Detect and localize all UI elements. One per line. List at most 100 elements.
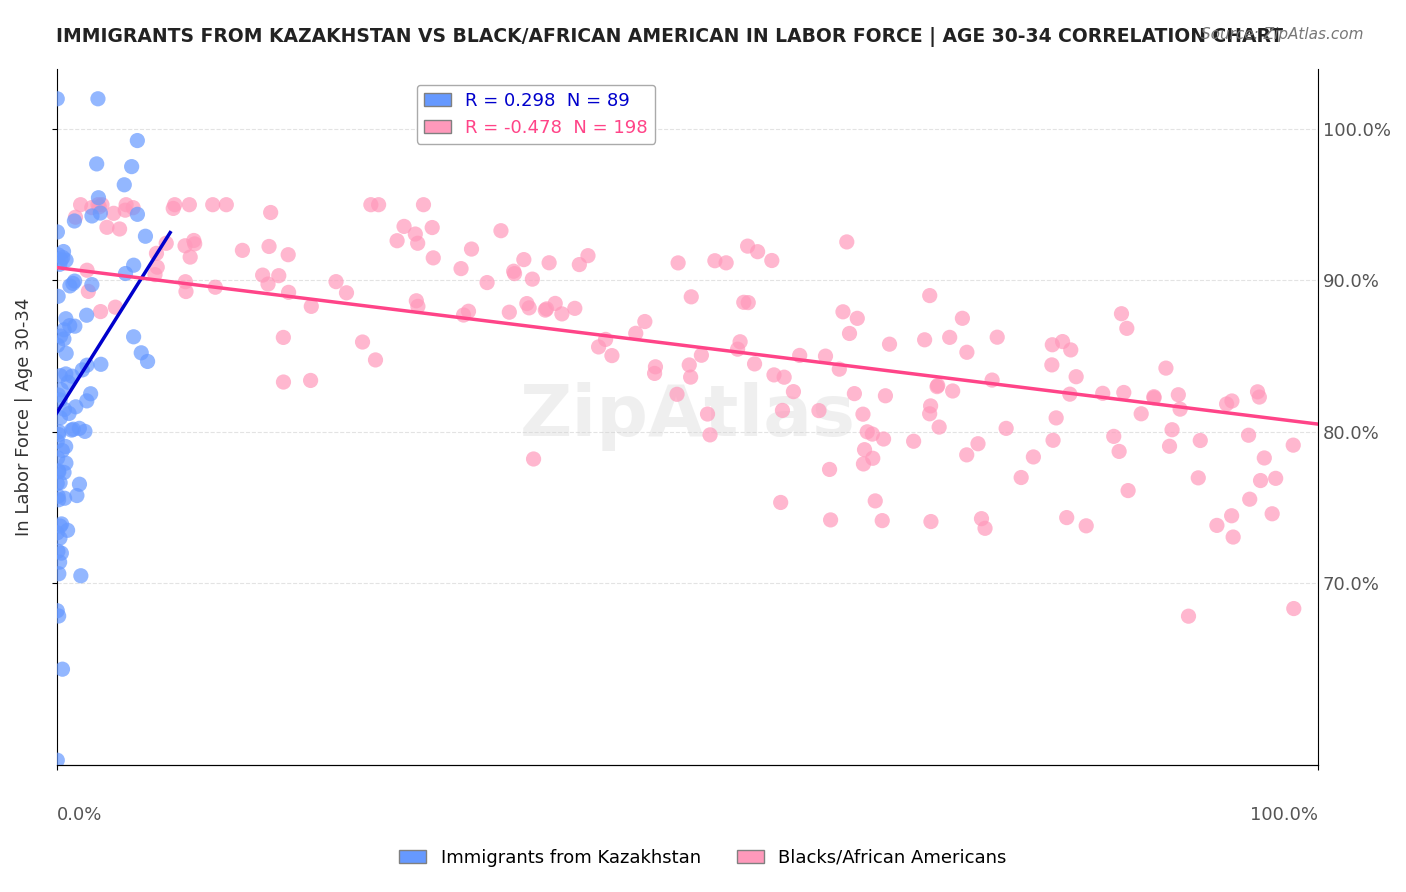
Blacks/African Americans	[87, 197, 110, 211]
Immigrants from Kazakhstan	[63, 214, 86, 228]
Blacks/African Americans	[644, 359, 666, 374]
Blacks/African Americans	[145, 246, 167, 260]
Immigrants from Kazakhstan	[48, 465, 70, 479]
Immigrants from Kazakhstan	[49, 368, 72, 383]
Blacks/African Americans	[364, 353, 387, 368]
Immigrants from Kazakhstan	[48, 427, 70, 442]
Immigrants from Kazakhstan	[52, 244, 75, 259]
Text: 0.0%: 0.0%	[56, 806, 103, 824]
Immigrants from Kazakhstan	[46, 248, 69, 262]
Blacks/African Americans	[1161, 423, 1184, 437]
Blacks/African Americans	[277, 285, 299, 300]
Blacks/African Americans	[1177, 609, 1199, 624]
Blacks/African Americans	[457, 304, 479, 318]
Immigrants from Kazakhstan	[46, 476, 69, 491]
Immigrants from Kazakhstan	[127, 207, 149, 221]
Blacks/African Americans	[475, 276, 498, 290]
Immigrants from Kazakhstan	[48, 425, 70, 439]
Immigrants from Kazakhstan	[49, 519, 72, 533]
Blacks/African Americans	[1040, 337, 1063, 351]
Immigrants from Kazakhstan	[89, 206, 111, 220]
Blacks/African Americans	[1249, 390, 1271, 404]
Blacks/African Americans	[728, 334, 751, 349]
Blacks/African Americans	[1143, 390, 1166, 404]
Immigrants from Kazakhstan	[76, 393, 98, 408]
Blacks/African Americans	[1239, 492, 1261, 507]
Blacks/African Americans	[1112, 385, 1135, 400]
Blacks/African Americans	[853, 442, 876, 457]
Blacks/African Americans	[1022, 450, 1045, 464]
Blacks/African Americans	[405, 293, 427, 308]
Immigrants from Kazakhstan	[51, 383, 73, 397]
Blacks/African Americans	[986, 330, 1008, 344]
Blacks/African Americans	[950, 311, 973, 326]
Blacks/African Americans	[299, 374, 322, 388]
Blacks/African Americans	[96, 220, 118, 235]
Blacks/African Americans	[870, 514, 893, 528]
Blacks/African Americans	[1264, 471, 1286, 485]
Blacks/African Americans	[1168, 402, 1191, 417]
Blacks/African Americans	[846, 311, 869, 326]
Blacks/African Americans	[1116, 483, 1139, 498]
Blacks/African Americans	[174, 285, 197, 299]
Blacks/African Americans	[551, 307, 574, 321]
Immigrants from Kazakhstan	[48, 464, 70, 478]
Immigrants from Kazakhstan	[51, 546, 73, 560]
Blacks/African Americans	[828, 362, 851, 376]
Blacks/African Americans	[277, 248, 299, 262]
Immigrants from Kazakhstan	[87, 191, 110, 205]
Blacks/African Americans	[1250, 474, 1272, 488]
Immigrants from Kazakhstan	[49, 531, 72, 545]
Blacks/African Americans	[453, 308, 475, 322]
Blacks/African Americans	[844, 386, 866, 401]
Blacks/African Americans	[1010, 470, 1032, 484]
Blacks/African Americans	[406, 299, 429, 313]
Blacks/African Americans	[967, 436, 990, 450]
Blacks/African Americans	[600, 349, 623, 363]
Immigrants from Kazakhstan	[63, 319, 86, 334]
Immigrants from Kazakhstan	[53, 323, 76, 337]
Blacks/African Americans	[782, 384, 804, 399]
Immigrants from Kazakhstan	[55, 311, 77, 326]
Immigrants from Kazakhstan	[58, 407, 80, 421]
Blacks/African Americans	[920, 515, 942, 529]
Immigrants from Kazakhstan	[46, 434, 69, 449]
Blacks/African Americans	[1076, 518, 1098, 533]
Blacks/African Americans	[201, 197, 224, 211]
Immigrants from Kazakhstan	[55, 440, 77, 454]
Blacks/African Americans	[1052, 334, 1074, 349]
Blacks/African Americans	[516, 296, 538, 310]
Blacks/African Americans	[204, 280, 226, 294]
Blacks/African Americans	[860, 427, 883, 442]
Blacks/African Americans	[995, 421, 1018, 435]
Immigrants from Kazakhstan	[48, 492, 70, 507]
Immigrants from Kazakhstan	[46, 544, 69, 558]
Blacks/African Americans	[956, 345, 979, 359]
Text: ZipAtlas: ZipAtlas	[519, 382, 855, 451]
Immigrants from Kazakhstan	[122, 258, 145, 272]
Blacks/African Americans	[412, 197, 434, 211]
Blacks/African Americans	[1253, 450, 1275, 465]
Blacks/African Americans	[257, 277, 280, 291]
Blacks/African Americans	[733, 295, 755, 310]
Blacks/African Americans	[737, 295, 759, 310]
Blacks/African Americans	[420, 220, 443, 235]
Immigrants from Kazakhstan	[72, 363, 94, 377]
Blacks/African Americans	[179, 197, 201, 211]
Blacks/African Americans	[104, 300, 127, 314]
Immigrants from Kazakhstan	[67, 421, 90, 435]
Blacks/African Americans	[970, 511, 993, 525]
Blacks/African Americans	[65, 211, 87, 225]
Blacks/African Americans	[522, 452, 544, 467]
Blacks/African Americans	[773, 370, 796, 384]
Immigrants from Kazakhstan	[48, 555, 70, 569]
Blacks/African Americans	[1056, 510, 1078, 524]
Blacks/African Americans	[1237, 428, 1260, 442]
Blacks/African Americans	[183, 236, 205, 251]
Blacks/African Americans	[920, 399, 942, 413]
Blacks/African Americans	[678, 358, 700, 372]
Blacks/African Americans	[914, 333, 936, 347]
Blacks/African Americans	[1060, 343, 1083, 357]
Immigrants from Kazakhstan	[56, 524, 79, 538]
Blacks/African Americans	[875, 389, 897, 403]
